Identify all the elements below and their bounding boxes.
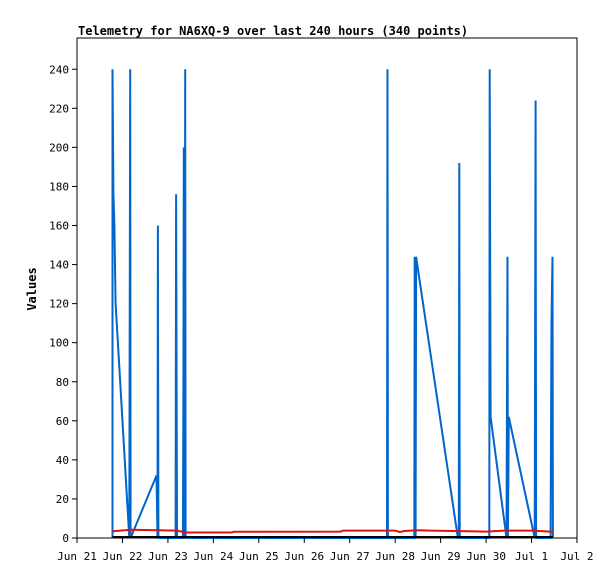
series-layer	[111, 69, 554, 539]
y-tick-label: 220	[49, 102, 69, 115]
y-tick-label: 100	[49, 337, 69, 350]
x-tick-label: Jun 25	[239, 550, 279, 563]
y-axis: 0 20 40 60 80 100 120 140 160 180 200 220 240	[49, 63, 77, 545]
y-tick-label: 180	[49, 180, 69, 193]
y-tick-label: 20	[56, 493, 69, 506]
x-tick-label: Jun 26	[284, 550, 324, 563]
y-tick-label: 240	[49, 63, 69, 76]
series-line-0	[111, 69, 554, 539]
x-tick-label: Jun 29	[421, 550, 461, 563]
x-tick-label: Jul 2	[560, 550, 593, 563]
y-tick-label: 140	[49, 259, 69, 272]
x-tick-label: Jun 30	[466, 550, 506, 563]
y-tick-label: 60	[56, 415, 69, 428]
x-axis: Jun 21 Jun 22 Jun 23 Jun 24 Jun 25 Jun 26 Jun …	[57, 538, 594, 563]
x-tick-label: Jun 24	[193, 550, 233, 563]
x-tick-label: Jun 28	[375, 550, 415, 563]
x-tick-label: Jun 27	[330, 550, 370, 563]
y-tick-label: 40	[56, 454, 69, 467]
y-tick-label: 80	[56, 376, 69, 389]
x-tick-label: Jun 21	[57, 550, 97, 563]
x-tick-label: Jun 23	[148, 550, 188, 563]
x-tick-label: Jun 22	[103, 550, 143, 563]
plot-area	[76, 37, 578, 539]
series-line-1	[112, 528, 553, 534]
y-tick-label: 160	[49, 220, 69, 233]
chart-title: Telemetry for NA6XQ-9 over last 240 hour…	[78, 24, 468, 38]
y-tick-label: 0	[62, 532, 69, 545]
y-axis-label: Values	[25, 267, 39, 310]
x-tick-label: Jul 1	[515, 550, 548, 563]
y-tick-label: 200	[49, 141, 69, 154]
y-tick-label: 120	[49, 298, 69, 311]
